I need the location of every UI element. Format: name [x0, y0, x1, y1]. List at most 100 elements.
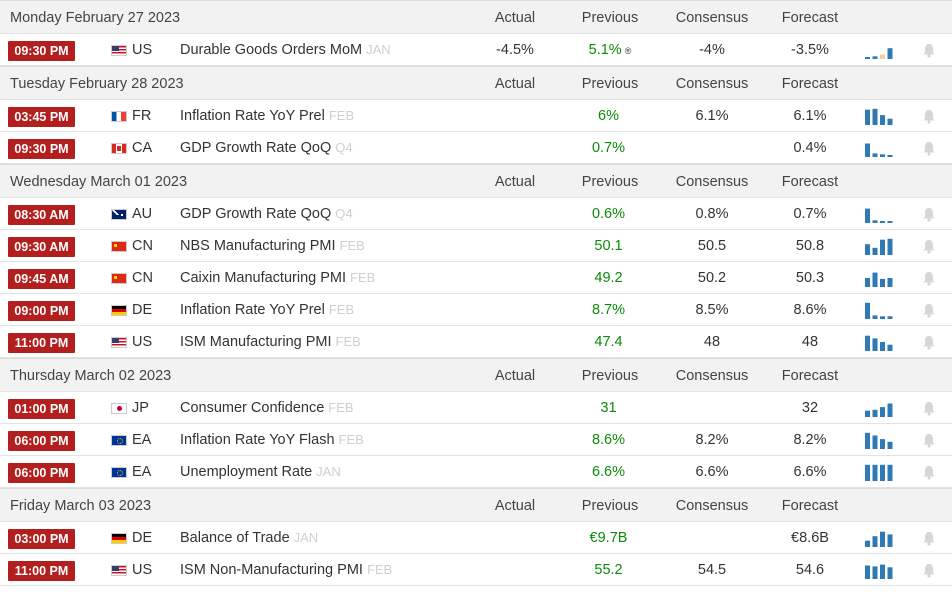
time-badge: 01:00 PM [8, 399, 75, 419]
time-badge: 03:45 PM [8, 107, 75, 127]
country-flag-icon [111, 565, 127, 576]
sparkline-bar [880, 464, 885, 481]
sparkline-chart[interactable] [864, 430, 894, 450]
event-row[interactable]: 11:00 PM US ISM Manufacturing PMI FEB 47.… [0, 326, 952, 358]
country-code: CN [132, 238, 153, 254]
event-row[interactable]: 06:00 PM EA Inflation Rate YoY Flash FEB … [0, 424, 952, 456]
sparkline-chart[interactable] [864, 528, 894, 548]
bell-icon[interactable] [922, 465, 936, 480]
previous-value: 6% [598, 108, 619, 124]
col-header-consensus: Consensus [675, 76, 749, 92]
bell-icon[interactable] [922, 401, 936, 416]
sparkline-chart[interactable] [864, 560, 894, 580]
event-name[interactable]: Balance of Trade JAN [180, 530, 319, 546]
country-code: DE [132, 530, 153, 546]
sparkline-bar [880, 564, 885, 579]
consensus-value: -4% [699, 42, 725, 58]
event-row[interactable]: 09:30 PM CA GDP Growth Rate QoQ Q4 0.7% 0… [0, 132, 952, 164]
event-row[interactable]: 09:00 PM DE Inflation Rate YoY Prel FEB 8… [0, 294, 952, 326]
event-row[interactable]: 03:00 PM DE Balance of Trade JAN €9.7B €8… [0, 522, 952, 554]
sparkline-bar [887, 48, 893, 59]
sparkline-bar [887, 403, 893, 417]
col-header-forecast: Forecast [781, 368, 839, 384]
time-badge: 03:00 PM [8, 529, 75, 549]
day-date: Monday February 27 2023 [10, 10, 181, 26]
time-badge: 06:00 PM [8, 431, 75, 451]
event-row[interactable]: 06:00 PM EA Unemployment Rate JAN 6.6% 6.… [0, 456, 952, 488]
event-name[interactable]: Caixin Manufacturing PMI FEB [180, 270, 376, 286]
bell-icon[interactable] [922, 207, 936, 222]
country-flag-icon [111, 435, 127, 446]
event-row[interactable]: 09:30 AM CN NBS Manufacturing PMI FEB 50.… [0, 230, 952, 262]
event-row[interactable]: 03:45 PM FR Inflation Rate YoY Prel FEB 6… [0, 100, 952, 132]
event-name[interactable]: Inflation Rate YoY Prel FEB [180, 302, 355, 318]
sparkline-chart[interactable] [864, 268, 894, 288]
country-code: CN [132, 270, 153, 286]
sparkline-chart[interactable] [864, 40, 894, 60]
bell-icon[interactable] [922, 271, 936, 286]
time-badge: 11:00 PM [8, 333, 75, 353]
bell-icon[interactable] [922, 141, 936, 156]
bell-icon[interactable] [922, 531, 936, 546]
sparkline-bar [872, 108, 878, 125]
time-badge: 09:30 PM [8, 41, 75, 61]
sparkline-chart[interactable] [864, 106, 894, 126]
event-name[interactable]: Consumer Confidence FEB [180, 400, 354, 416]
sparkline-bar [887, 534, 893, 547]
sparkline-chart[interactable] [864, 398, 894, 418]
sparkline-bar [887, 221, 893, 223]
event-row[interactable]: 09:30 PM US Durable Goods Orders MoM JAN … [0, 34, 952, 66]
sparkline-bar [880, 407, 885, 417]
forecast-value: 8.6% [793, 302, 827, 318]
sparkline-chart[interactable] [864, 300, 894, 320]
forecast-value: 6.6% [793, 464, 827, 480]
actual-value: -4.5% [496, 42, 534, 58]
time-badge: 06:00 PM [8, 463, 75, 483]
country-code: US [132, 334, 153, 350]
event-name[interactable]: GDP Growth Rate QoQ Q4 [180, 206, 353, 222]
bell-icon[interactable] [922, 433, 936, 448]
event-name[interactable]: NBS Manufacturing PMI FEB [180, 238, 365, 254]
sparkline-chart[interactable] [864, 462, 894, 482]
col-header-actual: Actual [494, 174, 536, 190]
bell-icon[interactable] [922, 563, 936, 578]
reference-period: Q4 [335, 140, 353, 155]
bell-icon[interactable] [922, 239, 936, 254]
forecast-value: 50.3 [795, 270, 825, 286]
previous-value: 0.6% [591, 206, 626, 222]
event-row[interactable]: 09:45 AM CN Caixin Manufacturing PMI FEB … [0, 262, 952, 294]
sparkline-bar [880, 531, 885, 547]
sparkline-chart[interactable] [864, 138, 894, 158]
sparkline-chart[interactable] [864, 236, 894, 256]
sparkline-chart[interactable] [864, 332, 894, 352]
sparkline-bar [880, 115, 885, 125]
event-row[interactable]: 11:00 PM US ISM Non-Manufacturing PMI FEB… [0, 554, 952, 586]
bell-icon[interactable] [922, 109, 936, 124]
event-name[interactable]: GDP Growth Rate QoQ Q4 [180, 140, 353, 156]
sparkline-bar [865, 109, 870, 125]
event-name[interactable]: Durable Goods Orders MoM JAN [180, 42, 391, 58]
event-row[interactable]: 08:30 AM AU GDP Growth Rate QoQ Q4 0.6% 0… [0, 198, 952, 230]
col-header-previous: Previous [581, 76, 639, 92]
sparkline-chart[interactable] [864, 204, 894, 224]
consensus-value: 54.5 [697, 562, 727, 578]
forecast-value: 0.7% [793, 206, 827, 222]
previous-value: 8.7% [591, 302, 626, 318]
forecast-value: 6.1% [793, 108, 827, 124]
bell-icon[interactable] [922, 43, 936, 58]
col-header-forecast: Forecast [781, 10, 839, 26]
bell-icon[interactable] [922, 303, 936, 318]
event-row[interactable]: 01:00 PM JP Consumer Confidence FEB 31 32 [0, 392, 952, 424]
event-name[interactable]: Unemployment Rate JAN [180, 464, 341, 480]
col-header-forecast: Forecast [781, 498, 839, 514]
forecast-value: 50.8 [795, 238, 825, 254]
col-header-previous: Previous [581, 368, 639, 384]
sparkline-bar [872, 338, 878, 351]
event-name[interactable]: ISM Manufacturing PMI FEB [180, 334, 361, 350]
bell-icon[interactable] [922, 335, 936, 350]
previous-value: 47.4 [594, 334, 623, 350]
col-header-actual: Actual [494, 76, 536, 92]
event-name[interactable]: ISM Non-Manufacturing PMI FEB [180, 562, 393, 578]
event-name[interactable]: Inflation Rate YoY Flash FEB [180, 432, 364, 448]
event-name[interactable]: Inflation Rate YoY Prel FEB [180, 108, 355, 124]
